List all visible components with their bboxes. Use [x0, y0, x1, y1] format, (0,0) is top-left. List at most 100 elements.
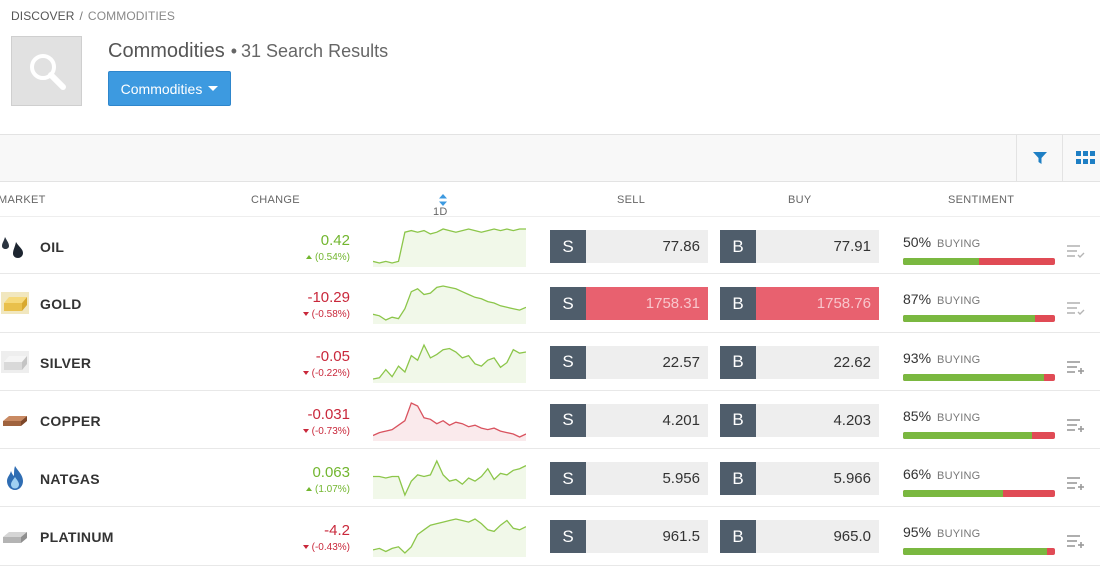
sentiment-percent: 50%: [903, 234, 932, 250]
market-row-gold[interactable]: GOLD -10.29 (-0.58%) S 1758.31 B 1758.76 87% BUY…: [0, 274, 1100, 333]
buy-label: B: [720, 287, 756, 321]
category-dropdown[interactable]: Commodities: [108, 71, 231, 106]
buy-button[interactable]: B 4.203: [720, 403, 879, 437]
buy-button[interactable]: B 965.0: [720, 520, 879, 554]
change-cell: -10.29 (-0.58%): [302, 289, 350, 321]
sparkline-area: [373, 402, 526, 441]
breadcrumb-discover-link[interactable]: DISCOVER: [11, 9, 75, 23]
sentiment-percent: 87%: [903, 291, 932, 308]
market-row-silver[interactable]: SILVER -0.05 (-0.22%) S 22.57 B 22.62 93% BUYING: [0, 332, 1100, 391]
sentiment-bar-fill: [903, 258, 979, 265]
sentiment-bar: [903, 431, 1055, 439]
change-value: -0.05: [315, 347, 350, 365]
market-row-copper[interactable]: COPPER -0.031 (-0.73%) S 4.201 B 4.203 85% BUYIN…: [0, 390, 1100, 450]
sparkline-line: [373, 343, 526, 380]
buy-button[interactable]: B 5.966: [720, 462, 879, 496]
sparkline-line: [373, 228, 526, 264]
sell-button[interactable]: S 4.201: [550, 403, 708, 437]
change-percent: (0.54%): [305, 252, 350, 263]
change-percent: (1.07%): [305, 484, 350, 495]
sentiment-bar: [903, 315, 1055, 323]
sentiment-bar-fill: [903, 548, 1048, 556]
buy-label: B: [720, 345, 756, 379]
sell-label: S: [550, 287, 586, 321]
silver-bar-icon: [0, 349, 30, 375]
market-name[interactable]: NATGAS: [40, 471, 100, 488]
market-name[interactable]: PLATINUM: [40, 529, 114, 546]
page-title: Commodities: [108, 40, 225, 62]
change-percent-text: (-0.58%): [311, 309, 350, 321]
market-name[interactable]: GOLD: [40, 296, 82, 313]
change-value: -4.2: [324, 522, 350, 540]
sentiment-bar: [903, 490, 1055, 498]
sentiment-label: BUYING: [937, 528, 981, 541]
list-add-icon[interactable]: [1066, 475, 1086, 491]
change-cell: -4.2 (-0.43%): [302, 522, 350, 553]
arrow-down-icon: [302, 545, 309, 550]
sell-button[interactable]: S 5.956: [550, 462, 708, 496]
sentiment-bar-fill: [903, 373, 1045, 381]
sentiment-cell: 66% BUYING: [903, 466, 1055, 498]
category-dropdown-label: Commodities: [120, 80, 203, 97]
sentiment-bar: [903, 548, 1055, 556]
market-name[interactable]: COPPER: [40, 412, 101, 429]
column-header-buy: BUY: [788, 194, 812, 206]
sparkline-area: [373, 344, 526, 383]
sentiment-bar-fill: [903, 431, 1033, 439]
change-percent: (-0.58%): [302, 309, 350, 321]
buy-price: 77.91: [756, 230, 879, 263]
market-name[interactable]: SILVER: [40, 354, 92, 371]
filter-button[interactable]: [1016, 135, 1062, 181]
market-row-oil[interactable]: OIL 0.42 (0.54%) S 77.86 B 77.91 50% BUYING: [0, 216, 1100, 275]
change-percent: (-0.73%): [302, 426, 350, 437]
page-title-block: Commodities • 31 Search Results: [108, 40, 388, 63]
sentiment-percent: 95%: [903, 524, 932, 541]
sort-icon: [439, 194, 447, 206]
list-check-icon[interactable]: [1066, 243, 1086, 259]
change-percent: (-0.43%): [302, 542, 350, 553]
filter-icon: [1032, 152, 1047, 164]
market-row-platinum[interactable]: PLATINUM -4.2 (-0.43%) S 961.5 B 965.0 95% BUYIN…: [0, 507, 1100, 566]
buy-label: B: [720, 520, 756, 554]
buy-button[interactable]: B 77.91: [720, 230, 879, 263]
grid-view-button[interactable]: [1062, 135, 1100, 181]
sell-label: S: [550, 230, 586, 263]
sentiment-bar: [903, 373, 1055, 381]
column-header-1d-label: 1D: [433, 206, 448, 218]
buy-button[interactable]: B 22.62: [720, 345, 879, 379]
sentiment-label: BUYING: [937, 470, 981, 483]
breadcrumb-separator: /: [79, 9, 83, 23]
sparkline-line: [373, 401, 526, 438]
list-add-icon[interactable]: [1066, 417, 1086, 433]
sparkline-chart: [373, 228, 526, 267]
sparkline-chart: [373, 459, 526, 500]
sentiment-cell: 93% BUYING: [903, 350, 1055, 381]
sell-label: S: [550, 345, 586, 379]
sentiment-bar: [903, 258, 1055, 265]
change-percent: (-0.22%): [302, 368, 350, 379]
column-header-1d[interactable]: 1D: [433, 194, 448, 218]
change-value: 0.42: [320, 232, 350, 249]
sell-button[interactable]: S 77.86: [550, 230, 708, 263]
breadcrumb-current: COMMODITIES: [87, 9, 176, 23]
arrow-down-icon: [302, 370, 309, 375]
list-check-icon[interactable]: [1066, 300, 1086, 316]
sentiment-bar-fill: [903, 315, 1036, 323]
buy-label: B: [720, 230, 756, 263]
buy-button[interactable]: B 1758.76: [720, 287, 879, 321]
results-count: • 31 Search Results: [231, 41, 388, 62]
sell-button[interactable]: S 22.57: [550, 345, 708, 379]
list-add-icon[interactable]: [1066, 533, 1086, 549]
market-row-natgas[interactable]: NATGAS 0.063 (1.07%) S 5.956 B 5.966 66% BUYING: [0, 449, 1100, 508]
buy-price: 22.62: [756, 345, 879, 379]
market-name[interactable]: OIL: [40, 239, 65, 255]
list-add-icon[interactable]: [1066, 359, 1086, 375]
column-header-change: CHANGE: [251, 194, 300, 206]
sell-button[interactable]: S 961.5: [550, 520, 708, 554]
results-text: 31 Search Results: [241, 41, 389, 61]
search-icon: [29, 54, 66, 90]
change-cell: 0.063 (1.07%): [305, 464, 350, 495]
results-dot: •: [230, 41, 238, 61]
sell-button[interactable]: S 1758.31: [550, 287, 708, 321]
sentiment-label: BUYING: [937, 295, 981, 308]
